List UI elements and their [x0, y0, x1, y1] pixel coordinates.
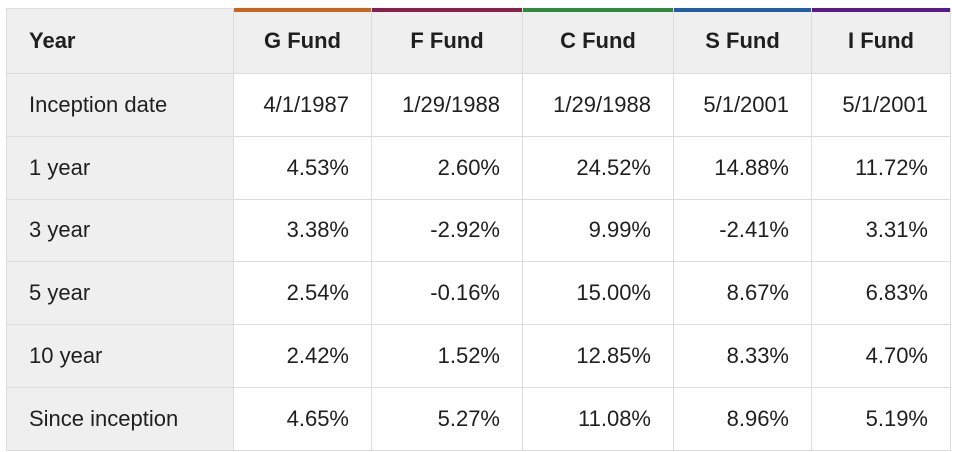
table-header-row: Year G Fund F Fund C Fund S Fund I Fund — [6, 8, 951, 74]
cell-s-fund: 8.33% — [673, 324, 812, 388]
row-label-1-year: 1 year — [6, 135, 234, 200]
cell-f-fund: -0.16% — [371, 261, 523, 326]
cell-g-fund: 4.53% — [233, 135, 372, 200]
header-label: I Fund — [848, 28, 914, 53]
cell-c-fund: 15.00% — [522, 261, 674, 326]
cell-g-fund: 4/1/1987 — [233, 73, 372, 137]
header-label: S Fund — [705, 28, 780, 53]
table-row: 3 year 3.38% -2.92% 9.99% -2.41% 3.31% — [6, 198, 951, 263]
fund-returns-table-container: Year G Fund F Fund C Fund S Fund I Fund … — [6, 8, 951, 451]
g-fund-accent-bar — [234, 8, 371, 12]
cell-f-fund: 2.60% — [371, 135, 523, 200]
header-year: Year — [6, 8, 234, 74]
cell-s-fund: 5/1/2001 — [673, 73, 812, 137]
table-row: 5 year 2.54% -0.16% 15.00% 8.67% 6.83% — [6, 261, 951, 326]
header-label: G Fund — [264, 28, 341, 53]
header-g-fund: G Fund — [233, 8, 372, 74]
cell-i-fund: 4.70% — [811, 324, 951, 388]
header-label: C Fund — [560, 28, 636, 53]
header-i-fund: I Fund — [811, 8, 951, 74]
header-s-fund: S Fund — [673, 8, 812, 74]
cell-c-fund: 1/29/1988 — [522, 73, 674, 137]
cell-f-fund: -2.92% — [371, 198, 523, 263]
cell-s-fund: 8.96% — [673, 386, 812, 451]
row-label-inception-date: Inception date — [6, 73, 234, 137]
cell-i-fund: 11.72% — [811, 135, 951, 200]
cell-s-fund: -2.41% — [673, 198, 812, 263]
cell-f-fund: 5.27% — [371, 386, 523, 451]
f-fund-accent-bar — [372, 8, 522, 12]
cell-g-fund: 2.54% — [233, 261, 372, 326]
cell-s-fund: 14.88% — [673, 135, 812, 200]
cell-c-fund: 24.52% — [522, 135, 674, 200]
cell-f-fund: 1/29/1988 — [371, 73, 523, 137]
cell-i-fund: 5/1/2001 — [811, 73, 951, 137]
cell-s-fund: 8.67% — [673, 261, 812, 326]
cell-c-fund: 11.08% — [522, 386, 674, 451]
cell-i-fund: 6.83% — [811, 261, 951, 326]
cell-g-fund: 3.38% — [233, 198, 372, 263]
row-label-3-year: 3 year — [6, 198, 234, 263]
header-c-fund: C Fund — [522, 8, 674, 74]
cell-i-fund: 3.31% — [811, 198, 951, 263]
cell-f-fund: 1.52% — [371, 324, 523, 388]
cell-g-fund: 2.42% — [233, 324, 372, 388]
i-fund-accent-bar — [812, 8, 950, 12]
cell-c-fund: 9.99% — [522, 198, 674, 263]
row-label-5-year: 5 year — [6, 261, 234, 326]
cell-g-fund: 4.65% — [233, 386, 372, 451]
table-row: 10 year 2.42% 1.52% 12.85% 8.33% 4.70% — [6, 324, 951, 388]
s-fund-accent-bar — [674, 8, 811, 12]
header-f-fund: F Fund — [371, 8, 523, 74]
table-row: Inception date 4/1/1987 1/29/1988 1/29/1… — [6, 73, 951, 137]
table-row: 1 year 4.53% 2.60% 24.52% 14.88% 11.72% — [6, 135, 951, 200]
fund-returns-table: Year G Fund F Fund C Fund S Fund I Fund … — [6, 8, 951, 451]
row-label-10-year: 10 year — [6, 324, 234, 388]
row-label-since-inception: Since inception — [6, 386, 234, 451]
cell-i-fund: 5.19% — [811, 386, 951, 451]
c-fund-accent-bar — [523, 8, 673, 12]
cell-c-fund: 12.85% — [522, 324, 674, 388]
table-row: Since inception 4.65% 5.27% 11.08% 8.96%… — [6, 386, 951, 451]
header-label: F Fund — [410, 28, 484, 53]
